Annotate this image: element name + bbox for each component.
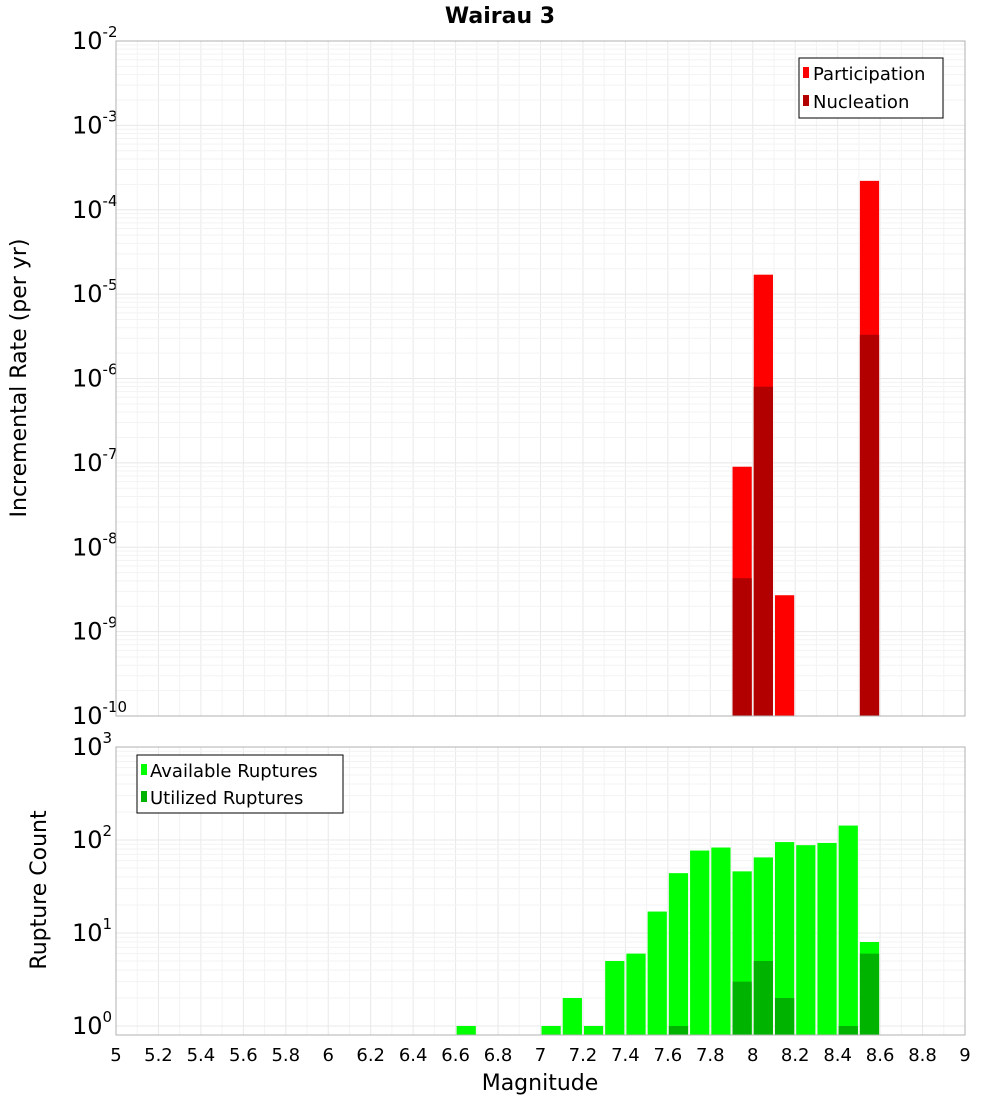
utilized-ruptures-bar <box>838 1025 858 1035</box>
utilized-ruptures-bar <box>732 981 752 1035</box>
rate-bars <box>732 180 880 716</box>
available-ruptures-bar <box>605 960 625 1035</box>
x-tick-label: 5.4 <box>187 1045 216 1066</box>
x-tick-label: 6 <box>323 1045 334 1066</box>
count-legend: Available Ruptures Utilized Ruptures <box>136 754 344 814</box>
rate-legend-box <box>798 57 944 119</box>
count-bars <box>456 825 880 1035</box>
utilized-legend-label: Utilized Ruptures <box>150 788 303 809</box>
nucleation-legend-swatch <box>803 95 809 106</box>
nucleation-bar <box>753 386 773 716</box>
nucleation-legend-label: Nucleation <box>813 92 909 113</box>
rate-legend: Participation Nucleation <box>798 57 944 119</box>
participation-bar <box>774 595 795 716</box>
count-legend-box <box>136 754 344 814</box>
count-y-ticks: 100 101 102 103 <box>72 729 112 1040</box>
x-ticks: 5 5.2 5.4 5.6 5.8 6 6.2 6.4 6.6 6.8 7 7.2 7.4 7.6 7.8 8… <box>110 1045 970 1066</box>
x-axis-label: Magnitude <box>482 1071 599 1096</box>
nucleation-bar <box>732 578 752 716</box>
rate-y-tick-label: 10-2 <box>72 23 118 55</box>
available-ruptures-bar <box>583 1025 604 1035</box>
x-tick-label: 8.6 <box>866 1045 895 1066</box>
x-tick-label: 5.8 <box>271 1045 300 1066</box>
available-ruptures-bar <box>838 825 858 1035</box>
participation-legend-label: Participation <box>813 64 925 85</box>
x-tick-label: 8.2 <box>781 1045 810 1066</box>
x-tick-label: 8.4 <box>823 1045 852 1066</box>
x-tick-label: 7.2 <box>569 1045 598 1066</box>
rate-y-tick-label: 10-6 <box>72 361 118 393</box>
available-ruptures-bar <box>774 842 795 1035</box>
nucleation-bar <box>859 334 880 716</box>
count-y-tick-label: 100 <box>72 1008 112 1040</box>
utilized-ruptures-bar <box>859 953 880 1035</box>
rate-y-tick-label: 10-4 <box>72 192 118 224</box>
available-ruptures-bar <box>711 847 731 1035</box>
x-tick-label: 7.4 <box>611 1045 640 1066</box>
rate-y-tick-label: 10-5 <box>72 276 118 308</box>
utilized-ruptures-bar <box>753 960 773 1035</box>
top-y-axis-label: Incremental Rate (per yr) <box>7 239 32 518</box>
available-ruptures-bar <box>626 953 646 1035</box>
x-tick-label: 6.6 <box>441 1045 470 1066</box>
x-tick-label: 5 <box>110 1045 121 1066</box>
utilized-ruptures-bar <box>668 1025 689 1035</box>
available-ruptures-bar <box>668 873 689 1035</box>
rate-y-tick-label: 10-3 <box>72 107 118 139</box>
x-tick-label: 7.8 <box>696 1045 725 1066</box>
rate-y-tick-label: 10-7 <box>72 445 118 477</box>
available-ruptures-bar <box>690 850 710 1035</box>
rate-y-tick-label: 10-9 <box>72 614 118 646</box>
x-tick-label: 8 <box>747 1045 758 1066</box>
available-legend-label: Available Ruptures <box>150 761 318 782</box>
available-ruptures-bar <box>562 997 582 1035</box>
x-tick-label: 6.2 <box>356 1045 385 1066</box>
rate-y-tick-label: 10-10 <box>72 698 127 730</box>
count-y-tick-label: 101 <box>72 915 112 947</box>
rate-gridlines <box>115 41 966 717</box>
x-tick-label: 5.2 <box>144 1045 173 1066</box>
utilized-ruptures-bar <box>774 997 795 1035</box>
x-tick-label: 7 <box>535 1045 546 1066</box>
participation-legend-swatch <box>803 67 809 78</box>
x-tick-label: 8.8 <box>908 1045 937 1066</box>
x-tick-label: 5.6 <box>229 1045 258 1066</box>
x-tick-label: 9 <box>959 1045 970 1066</box>
rate-y-ticks: 10-10 10-9 10-8 10-7 10-6 10-5 10-4 10-3 10-2 <box>72 23 127 730</box>
bottom-y-axis-label: Rupture Count <box>27 810 52 970</box>
rupture-count-panel: 100 101 102 103 5 5.2 5.4 5.6 5.8 6 6.2 6.4 6.6 6.8 7… <box>72 729 971 1066</box>
chart-title: Wairau 3 <box>445 4 555 29</box>
count-plot-frame <box>115 746 966 1036</box>
count-y-tick-label: 102 <box>72 822 112 854</box>
available-ruptures-bar <box>647 911 667 1035</box>
x-tick-label: 6.8 <box>484 1045 513 1066</box>
count-y-tick-label: 103 <box>72 729 112 761</box>
available-ruptures-bar <box>456 1025 476 1035</box>
available-ruptures-bar <box>541 1025 561 1035</box>
available-ruptures-bar <box>817 842 837 1035</box>
rate-plot-frame <box>115 40 966 717</box>
x-tick-label: 6.4 <box>399 1045 428 1066</box>
available-legend-swatch <box>141 764 147 775</box>
available-ruptures-bar <box>796 845 816 1035</box>
x-tick-label: 7.6 <box>654 1045 683 1066</box>
rate-panel: 10-10 10-9 10-8 10-7 10-6 10-5 10-4 10-3 10-2 Pa… <box>72 23 966 730</box>
utilized-legend-swatch <box>141 791 147 802</box>
rate-y-tick-label: 10-8 <box>72 529 118 561</box>
